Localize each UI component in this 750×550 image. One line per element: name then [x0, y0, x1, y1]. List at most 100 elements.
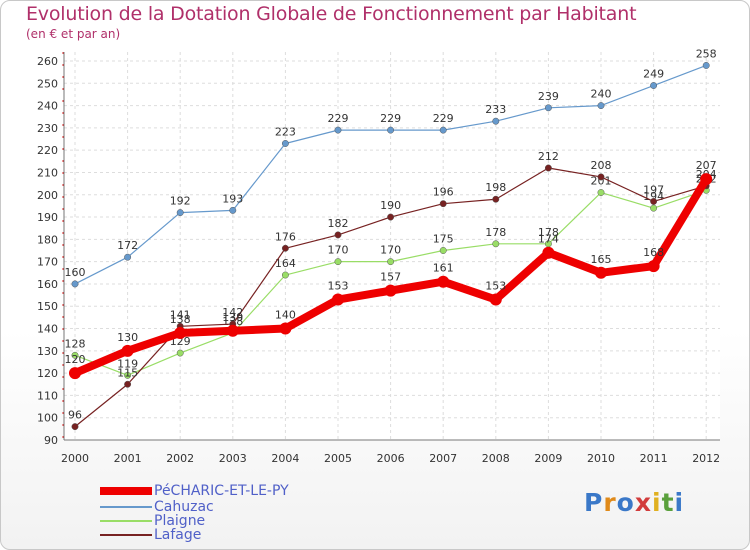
data-point [439, 126, 447, 134]
x-tick-label: 2009 [534, 452, 562, 465]
y-tick-label: 230 [37, 122, 58, 135]
logo-letter: P [584, 488, 604, 517]
data-label: 161 [433, 262, 454, 275]
data-point [124, 371, 132, 379]
x-tick-label: 2012 [692, 452, 720, 465]
data-label: 190 [380, 199, 401, 212]
legend-swatch-pecharic [100, 487, 152, 495]
data-label: 160 [65, 266, 86, 279]
data-label: 139 [222, 311, 243, 324]
data-point [176, 209, 184, 217]
data-label: 196 [433, 186, 454, 199]
y-tick-label: 100 [37, 412, 58, 425]
legend-label-pecharic: PéCHARIC-ET-LE-PY [154, 483, 289, 499]
data-label: 165 [591, 253, 612, 266]
data-label: 223 [275, 125, 296, 138]
data-label: 170 [328, 244, 349, 257]
data-label: 141 [170, 308, 191, 321]
x-tick-label: 2004 [271, 452, 299, 465]
logo-letter: i [674, 488, 685, 517]
x-tick-label: 2006 [377, 452, 405, 465]
data-point [71, 280, 79, 288]
x-tick-label: 2010 [587, 452, 615, 465]
data-point [281, 271, 289, 279]
data-label: 170 [380, 244, 401, 257]
y-tick-label: 170 [37, 256, 58, 269]
plot-area [64, 52, 720, 440]
data-label: 142 [222, 306, 243, 319]
chart-title: Evolution de la Dotation Globale de Fonc… [26, 3, 637, 25]
data-point [489, 293, 502, 306]
y-tick-label: 150 [37, 300, 58, 313]
data-label: 193 [222, 192, 243, 205]
data-label: 207 [696, 159, 717, 172]
data-point [387, 213, 395, 221]
data-point [492, 117, 500, 125]
data-label: 153 [328, 280, 349, 293]
data-point [334, 126, 342, 134]
data-point [121, 344, 134, 357]
data-label: 153 [485, 280, 506, 293]
proxiti-logo: Proxiti [584, 488, 684, 517]
data-point [384, 284, 397, 297]
x-tick-label: 2000 [61, 452, 89, 465]
data-label: 176 [275, 230, 296, 243]
data-label: 168 [643, 246, 664, 259]
data-point [71, 351, 79, 359]
y-tick-label: 180 [37, 233, 58, 246]
data-point [439, 200, 447, 208]
data-point [69, 367, 81, 380]
data-label: 157 [380, 271, 401, 284]
data-label: 140 [275, 309, 296, 322]
y-tick-label: 200 [37, 189, 58, 202]
data-label: 115 [117, 366, 138, 379]
data-point [334, 231, 342, 239]
data-label: 249 [643, 68, 664, 81]
data-label: 229 [380, 112, 401, 125]
legend-label-cahuzac: Cahuzac [154, 499, 214, 515]
data-point [281, 140, 289, 147]
data-point [492, 240, 500, 248]
line-chart: 90 100 110 120 130 140 150 160 170 180 190 200 210 22… [37, 47, 720, 465]
data-point [332, 293, 344, 306]
x-tick-label: 2007 [429, 452, 457, 465]
data-point [281, 244, 289, 252]
x-tick-label: 2011 [640, 452, 668, 465]
logo-letter: o [616, 488, 635, 517]
data-point [124, 380, 132, 388]
x-tick-label: 2001 [114, 452, 142, 465]
data-point [544, 164, 552, 172]
legend-swatch-cahuzac [100, 506, 152, 508]
y-tick-label: 90 [44, 434, 58, 447]
chart-subtitle: (en € et par an) [26, 27, 121, 41]
legend-label-plaigne: Plaigne [154, 513, 206, 529]
y-tick-label: 110 [37, 389, 58, 402]
data-label: 178 [538, 226, 559, 239]
data-point [439, 247, 447, 254]
y-tick-label: 140 [37, 323, 58, 336]
data-point [700, 173, 713, 186]
y-tick-label: 220 [37, 144, 58, 157]
data-label: 258 [696, 47, 717, 60]
data-point [542, 246, 555, 259]
data-point [387, 126, 395, 134]
data-point [702, 62, 710, 69]
data-point [176, 349, 184, 357]
data-label: 212 [538, 150, 559, 163]
data-point [174, 326, 187, 339]
data-label: 128 [65, 337, 86, 350]
data-label: 138 [170, 313, 191, 326]
data-point [437, 275, 450, 288]
data-label: 208 [591, 159, 612, 172]
data-label: 192 [170, 195, 191, 208]
data-point [334, 258, 342, 266]
y-tick-label: 250 [37, 77, 58, 90]
data-point [71, 423, 79, 431]
data-label: 201 [591, 175, 612, 188]
data-label: 172 [117, 239, 138, 252]
data-point [597, 189, 605, 196]
logo-letter: t [661, 488, 675, 517]
legend-swatch-lafage [100, 534, 152, 536]
logo-letter: r [603, 488, 617, 517]
data-point [544, 104, 552, 112]
